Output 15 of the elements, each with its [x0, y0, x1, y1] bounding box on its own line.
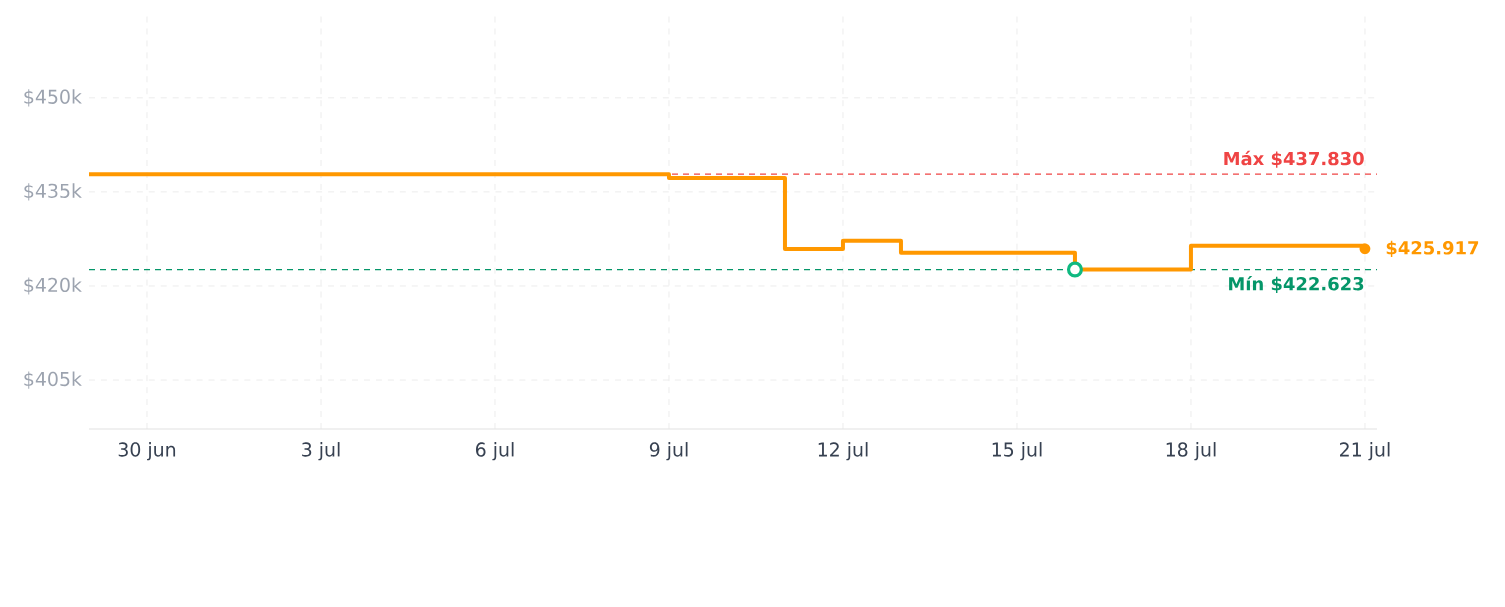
x-tick-label: 18 jul [1166, 442, 1216, 461]
x-tick-label: 15 jul [992, 442, 1042, 461]
x-tick-label: 21 jul [1340, 442, 1390, 461]
y-tick-label: $450k [24, 89, 82, 107]
x-tick-label: 3 jul [302, 442, 340, 461]
annotation: $425.917 [1386, 240, 1479, 257]
ref-line-label: Máx $437.830 [1224, 150, 1364, 168]
x-tick-label: 6 jul [476, 442, 514, 461]
y-tick-label: $420k [24, 277, 82, 295]
x-tick-label: 30 jun [118, 442, 176, 461]
x-tick-label: 9 jul [649, 442, 688, 461]
y-tick-label: $435k [24, 183, 82, 201]
ref-line-label: Mín $422.623 [1229, 275, 1364, 293]
y-tick-label: $405k [24, 371, 82, 389]
x-tick-label: 12 jul [818, 442, 868, 461]
